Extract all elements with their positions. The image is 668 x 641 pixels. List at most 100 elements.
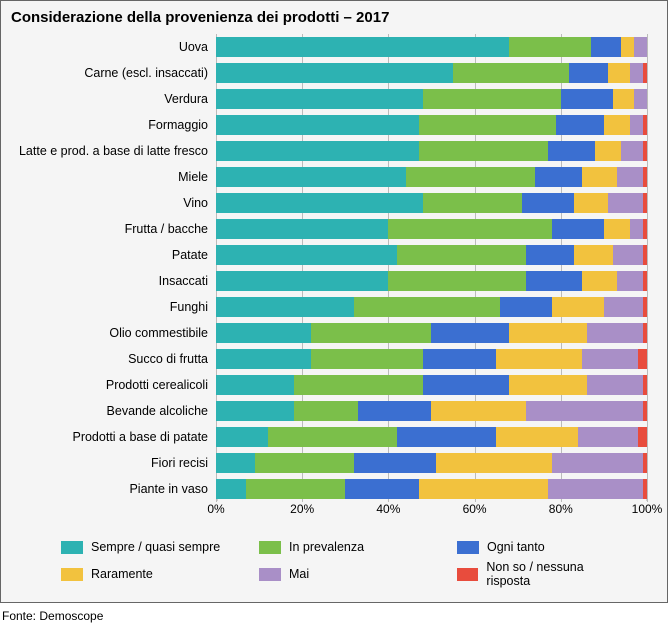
bar-segment-mai (587, 323, 643, 343)
bar-segment-sempre (216, 427, 268, 447)
bar-segment-raramente (496, 349, 582, 369)
bar-segment-sempre (216, 375, 294, 395)
bar-segment-ognitanto (522, 193, 574, 213)
bar-row (216, 346, 647, 372)
bar-segment-raramente (436, 453, 552, 473)
stacked-bar (216, 427, 647, 447)
bar-segment-raramente (574, 193, 608, 213)
bar-segment-prevalenza (388, 271, 526, 291)
x-tick: 40% (376, 502, 400, 516)
bar-segment-nonso (643, 63, 647, 83)
stacked-bar (216, 245, 647, 265)
bar-segment-nonso (643, 323, 647, 343)
bar-segment-nonso (643, 401, 647, 421)
bar-row (216, 398, 647, 424)
bar-row (216, 242, 647, 268)
bar-segment-mai (634, 89, 647, 109)
bar-segment-prevalenza (388, 219, 552, 239)
category-label: Insaccati (11, 268, 216, 294)
bar-segment-mai (630, 219, 643, 239)
bar-segment-nonso (643, 271, 647, 291)
category-label: Piante in vaso (11, 476, 216, 502)
bar-segment-sempre (216, 297, 354, 317)
stacked-bar (216, 401, 647, 421)
stacked-bar (216, 479, 647, 499)
bar-segment-sempre (216, 401, 294, 421)
bar-segment-sempre (216, 349, 311, 369)
bar-segment-ognitanto (591, 37, 621, 57)
bar-segment-raramente (574, 245, 613, 265)
bar-segment-mai (587, 375, 643, 395)
bar-segment-nonso (643, 115, 647, 135)
bar-segment-raramente (621, 37, 634, 57)
bar-segment-nonso (638, 427, 647, 447)
bar-segment-prevalenza (294, 375, 423, 395)
stacked-bar (216, 271, 647, 291)
legend-swatch (61, 541, 83, 554)
bar-row (216, 268, 647, 294)
bar-row (216, 294, 647, 320)
bar-row (216, 138, 647, 164)
bar-segment-mai (548, 479, 643, 499)
bar-segment-mai (634, 37, 647, 57)
bar-segment-nonso (643, 193, 647, 213)
category-label: Bevande alcoliche (11, 398, 216, 424)
bar-segment-ognitanto (423, 375, 509, 395)
x-axis: 0%20%40%60%80%100% (1, 502, 667, 532)
bar-segment-ognitanto (569, 63, 608, 83)
bar-segment-raramente (552, 297, 604, 317)
stacked-bar (216, 167, 647, 187)
legend-swatch (61, 568, 83, 581)
stacked-bar (216, 115, 647, 135)
bar-segment-sempre (216, 323, 311, 343)
bar-segment-sempre (216, 63, 453, 83)
bar-row (216, 216, 647, 242)
x-axis-ticks: 0%20%40%60%80%100% (216, 502, 647, 522)
bar-segment-prevalenza (268, 427, 397, 447)
gridline (647, 34, 648, 502)
chart-title: Considerazione della provenienza dei pro… (1, 1, 667, 30)
category-label: Frutta / bacche (11, 216, 216, 242)
bar-segment-prevalenza (311, 323, 432, 343)
bar-segment-mai (630, 115, 643, 135)
bar-segment-mai (621, 141, 643, 161)
bar-segment-nonso (643, 219, 647, 239)
category-label: Patate (11, 242, 216, 268)
bar-segment-sempre (216, 37, 509, 57)
category-label: Vino (11, 190, 216, 216)
bar-segment-sempre (216, 219, 388, 239)
category-label: Carne (escl. insaccati) (11, 60, 216, 86)
bar-segment-ognitanto (556, 115, 603, 135)
category-label: Prodotti a base di patate (11, 424, 216, 450)
x-tick: 0% (207, 502, 224, 516)
bar-segment-raramente (496, 427, 578, 447)
category-label: Uova (11, 34, 216, 60)
category-label: Olio commestibile (11, 320, 216, 346)
bar-row (216, 86, 647, 112)
bar-segment-ognitanto (552, 219, 604, 239)
legend-label: Ogni tanto (487, 540, 545, 554)
bar-segment-prevalenza (354, 297, 501, 317)
bar-segment-mai (617, 271, 643, 291)
bar-segment-sempre (216, 89, 423, 109)
bar-segment-ognitanto (397, 427, 496, 447)
bar-segment-raramente (582, 167, 616, 187)
bar-segment-mai (578, 427, 638, 447)
plot-area: UovaCarne (escl. insaccati)VerduraFormag… (1, 30, 667, 502)
bar-segment-ognitanto (345, 479, 418, 499)
bar-row (216, 450, 647, 476)
legend: Sempre / quasi sempreIn prevalenzaOgni t… (1, 532, 667, 602)
bar-segment-prevalenza (419, 115, 557, 135)
bar-segment-nonso (638, 349, 647, 369)
bar-segment-nonso (643, 141, 647, 161)
bar-segment-raramente (509, 323, 587, 343)
legend-item-ognitanto: Ogni tanto (457, 540, 627, 554)
stacked-bar (216, 375, 647, 395)
category-labels: UovaCarne (escl. insaccati)VerduraFormag… (11, 34, 216, 502)
bar-segment-ognitanto (354, 453, 436, 473)
bar-row (216, 190, 647, 216)
bar-segment-raramente (613, 89, 635, 109)
legend-label: Sempre / quasi sempre (91, 540, 220, 554)
source-label: Fonte: Demoscope (0, 603, 668, 623)
chart-container: Considerazione della provenienza dei pro… (0, 0, 668, 603)
